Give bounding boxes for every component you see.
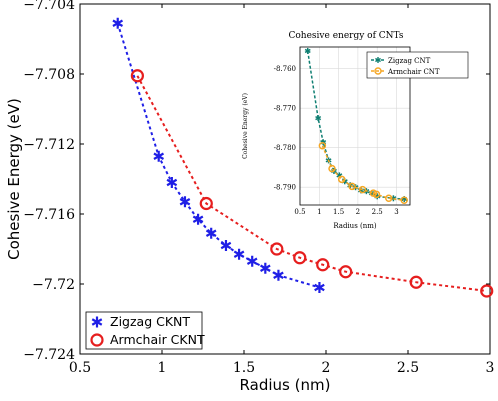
inset-armchair-point: [337, 175, 346, 184]
armchair-point: [409, 275, 423, 289]
armchair-point: [339, 265, 353, 279]
main-x-tick-label: 0.5: [69, 360, 91, 376]
inset-zigzag-point: [304, 47, 311, 54]
armchair-point: [130, 69, 144, 83]
main-legend: Zigzag CKNT Armchair CKNT: [85, 311, 205, 350]
legend-zigzag-label: Zigzag CKNT: [110, 314, 190, 329]
inset-armchair-point: [358, 185, 367, 194]
inset-y-axis-label: Cohesive Energy (eV): [242, 93, 249, 159]
inset-legend-zigzag-marker: [375, 57, 381, 63]
inset-armchair-point: [385, 194, 393, 203]
zigzag-point: [233, 248, 245, 260]
inset-armchair-point: [400, 196, 408, 205]
armchair-point: [270, 242, 284, 256]
legend-armchair-label: Armchair CKNT: [110, 332, 205, 347]
zigzag-point: [273, 269, 284, 281]
inset-legend-armchair-marker: [374, 67, 382, 75]
inset-title: Cohesive energy of CNTs: [289, 31, 404, 41]
zigzag-point: [246, 255, 258, 267]
armchair-point: [199, 196, 213, 211]
inset-y-tick-label: -8.760: [274, 65, 296, 73]
main-x-tick-label: 3: [486, 360, 495, 376]
zigzag-point: [153, 150, 165, 162]
inset-legend: Zigzag CNT Armchair CNT: [366, 51, 469, 79]
main-series-line-zigzag: [116, 23, 320, 289]
main-x-tick-label: 2.5: [397, 360, 419, 376]
inset-series: Zigzag CNT Armchair CNT: [304, 47, 469, 205]
inset-x-tick-label: 3: [394, 208, 398, 216]
legend-armchair-ring: [90, 333, 104, 347]
main-y-tick-label: −7.716: [23, 207, 75, 223]
main-series: [112, 17, 494, 298]
main-y-tick-label: −7.712: [23, 137, 75, 153]
zigzag-point: [112, 17, 124, 29]
main-plot-frame: [79, 3, 491, 355]
legend-armchair-marker: [90, 333, 104, 347]
zigzag-point: [166, 177, 178, 188]
zigzag-point: [220, 240, 232, 251]
main-y-tick-label: −7.704: [23, 0, 75, 13]
inset-ticks: 0.5 1 1.5 2 2.5 3 -8.760 -8.770 -8.780 -8.790: [274, 65, 399, 216]
legend-zigzag-marker: [91, 316, 103, 328]
zigzag-point: [260, 262, 271, 274]
inset-legend-zigzag-label: Zigzag CNT: [388, 57, 431, 65]
zigzag-point: [179, 196, 191, 208]
inset-x-tick-label: 1: [317, 208, 321, 216]
zigzag-point: [314, 282, 325, 293]
inset-armchair-point: [318, 142, 327, 150]
main-y-axis-label: Cohesive Energy (eV): [5, 98, 23, 260]
inset-x-tick-label: 2.5: [372, 208, 383, 216]
inset-armchair-point: [372, 190, 381, 199]
armchair-point: [316, 258, 330, 272]
inset-x-axis-label: Radius (nm): [333, 222, 377, 230]
armchair-point: [293, 251, 307, 265]
main-y-tick-label: −7.724: [23, 347, 75, 363]
inset-x-tick-label: 1.5: [333, 208, 344, 216]
inset-y-tick-label: -8.770: [274, 105, 296, 113]
legend-zigzag-star: [91, 316, 103, 328]
inset-zigzag-point: [315, 115, 322, 122]
inset-armchair-point: [348, 182, 356, 191]
inset-armchair-point: [328, 164, 336, 173]
inset-legend-box: [366, 51, 469, 79]
main-y-tick-label: −7.72: [32, 277, 75, 293]
main-x-tick-label: 1.5: [233, 360, 255, 376]
main-x-axis-label: Radius (nm): [240, 376, 331, 394]
main-x-tick-label: 2: [322, 360, 331, 376]
inset-chart: Cohesive energy of CNTs 0.5 1 1.5 2 2.5 3 -8.7…: [242, 31, 469, 230]
inset-x-tick-label: 2: [356, 208, 360, 216]
inset-grid: [299, 47, 410, 205]
main-series-line-armchair: [136, 75, 487, 292]
inset-plot-frame: [299, 46, 411, 206]
inset-series-line-armchair: [321, 145, 405, 202]
inset-legend-armchair-label: Armchair CNT: [387, 68, 440, 76]
inset-y-tick-label: -8.790: [274, 184, 296, 192]
main-x-tick-label: 1: [158, 360, 167, 376]
zigzag-point: [205, 227, 217, 239]
inset-y-tick-label: -8.780: [274, 144, 296, 152]
zigzag-point: [192, 213, 204, 225]
armchair-point: [480, 284, 494, 298]
main-ticks: 0.5 1 1.5 2 2.5 3 −7.704 −7.708 −7.712 −7.716 −7.7…: [23, 0, 494, 376]
inset-x-tick-label: 0.5: [294, 208, 305, 216]
main-y-tick-label: −7.708: [23, 67, 75, 83]
